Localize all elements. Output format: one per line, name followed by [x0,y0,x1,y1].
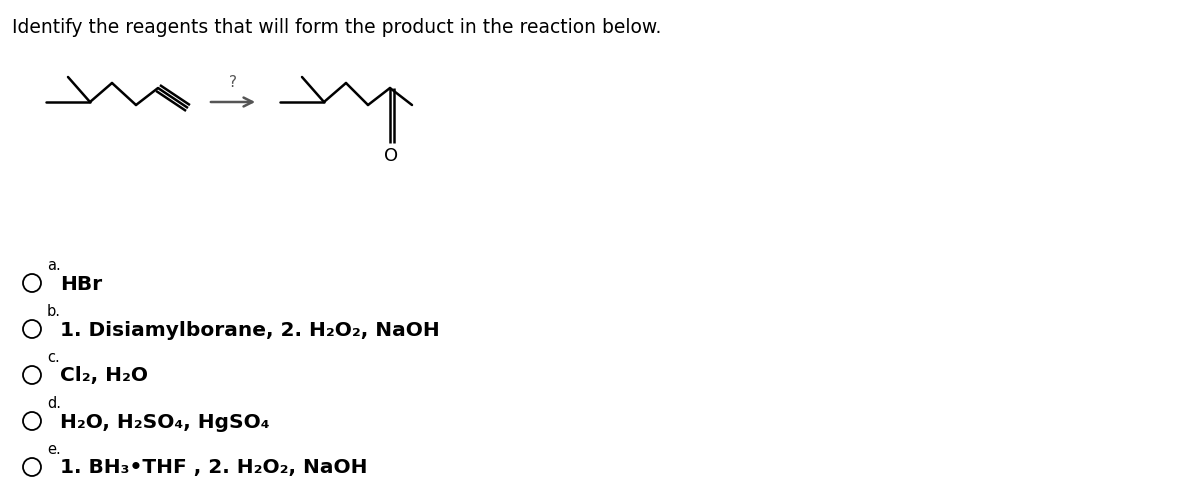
Text: 1. BH₃•THF , 2. H₂O₂, NaOH: 1. BH₃•THF , 2. H₂O₂, NaOH [60,458,367,477]
Text: d.: d. [47,396,61,411]
Text: Cl₂, H₂O: Cl₂, H₂O [60,367,148,386]
Text: Identify the reagents that will form the product in the reaction below.: Identify the reagents that will form the… [12,18,661,37]
Text: a.: a. [47,258,61,273]
Text: O: O [384,147,398,165]
Text: 1. Disiamylborane, 2. H₂O₂, NaOH: 1. Disiamylborane, 2. H₂O₂, NaOH [60,320,439,339]
Text: c.: c. [47,350,60,365]
Text: HBr: HBr [60,275,102,294]
Text: ?: ? [229,75,238,90]
Text: b.: b. [47,304,61,319]
Text: e.: e. [47,442,61,457]
Text: H₂O, H₂SO₄, HgSO₄: H₂O, H₂SO₄, HgSO₄ [60,412,270,431]
